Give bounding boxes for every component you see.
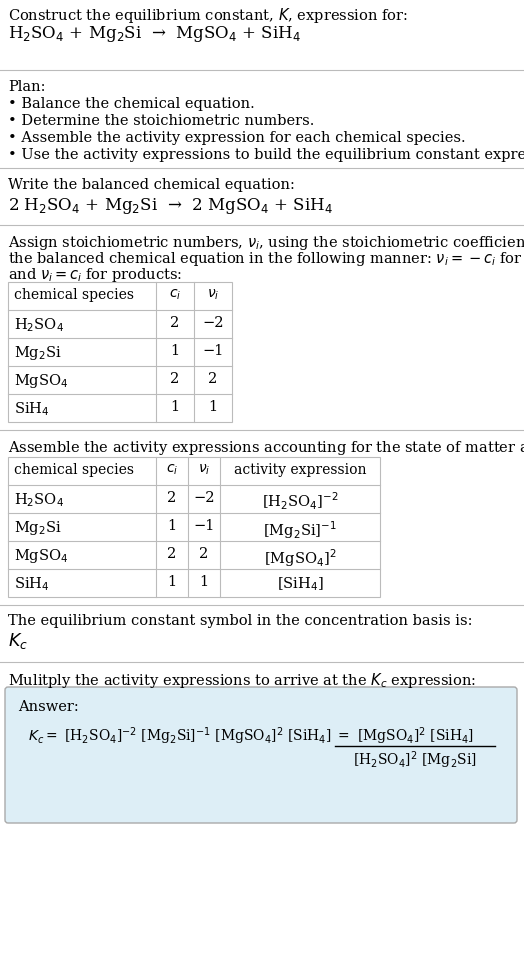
Text: $c_i$: $c_i$	[169, 288, 181, 303]
Text: MgSO$_4$: MgSO$_4$	[14, 547, 69, 565]
Text: SiH$_4$: SiH$_4$	[14, 575, 49, 593]
Text: H$_2$SO$_4$: H$_2$SO$_4$	[14, 491, 64, 508]
Text: [MgSO$_4$]$^2$ [SiH$_4$]: [MgSO$_4$]$^2$ [SiH$_4$]	[356, 725, 474, 747]
Text: H$_2$SO$_4$ + Mg$_2$Si  →  MgSO$_4$ + SiH$_4$: H$_2$SO$_4$ + Mg$_2$Si → MgSO$_4$ + SiH$…	[8, 24, 301, 44]
Text: [Mg$_2$Si]$^{-1}$: [Mg$_2$Si]$^{-1}$	[263, 519, 337, 541]
Text: the balanced chemical equation in the following manner: $\nu_i = -c_i$ for react: the balanced chemical equation in the fo…	[8, 250, 524, 268]
Text: 2: 2	[199, 547, 209, 561]
Text: [H$_2$SO$_4$]$^{-2}$: [H$_2$SO$_4$]$^{-2}$	[261, 491, 339, 512]
Text: chemical species: chemical species	[14, 288, 134, 302]
Text: [MgSO$_4$]$^2$: [MgSO$_4$]$^2$	[264, 547, 336, 569]
Text: MgSO$_4$: MgSO$_4$	[14, 372, 69, 390]
Text: Mg$_2$Si: Mg$_2$Si	[14, 344, 62, 362]
Text: The equilibrium constant symbol in the concentration basis is:: The equilibrium constant symbol in the c…	[8, 614, 473, 628]
Text: 2: 2	[167, 547, 177, 561]
Text: $\nu_i$: $\nu_i$	[207, 288, 219, 303]
Text: $c_i$: $c_i$	[166, 463, 178, 478]
Bar	[8, 282, 232, 422]
Text: [H$_2$SO$_4$]$^2$ [Mg$_2$Si]: [H$_2$SO$_4$]$^2$ [Mg$_2$Si]	[353, 749, 477, 771]
Text: and $\nu_i = c_i$ for products:: and $\nu_i = c_i$ for products:	[8, 266, 182, 284]
Text: • Determine the stoichiometric numbers.: • Determine the stoichiometric numbers.	[8, 114, 314, 128]
Text: Mg$_2$Si: Mg$_2$Si	[14, 519, 62, 537]
Text: [SiH$_4$]: [SiH$_4$]	[277, 575, 323, 593]
Text: 2: 2	[209, 372, 217, 386]
Text: 2: 2	[167, 491, 177, 505]
Text: $K_c =$ [H$_2$SO$_4$]$^{-2}$ [Mg$_2$Si]$^{-1}$ [MgSO$_4$]$^2$ [SiH$_4$] $=$: $K_c =$ [H$_2$SO$_4$]$^{-2}$ [Mg$_2$Si]$…	[28, 725, 350, 747]
Text: Mulitply the activity expressions to arrive at the $K_c$ expression:: Mulitply the activity expressions to arr…	[8, 671, 476, 690]
Text: 2: 2	[170, 372, 180, 386]
Text: −1: −1	[193, 519, 215, 533]
Text: chemical species: chemical species	[14, 463, 134, 477]
Text: 1: 1	[200, 575, 209, 589]
Text: activity expression: activity expression	[234, 463, 366, 477]
Text: Assemble the activity expressions accounting for the state of matter and $\nu_i$: Assemble the activity expressions accoun…	[8, 439, 524, 457]
Text: • Balance the chemical equation.: • Balance the chemical equation.	[8, 97, 255, 111]
Text: Answer:: Answer:	[18, 700, 79, 714]
Text: 1: 1	[170, 344, 180, 358]
Text: 2 H$_2$SO$_4$ + Mg$_2$Si  →  2 MgSO$_4$ + SiH$_4$: 2 H$_2$SO$_4$ + Mg$_2$Si → 2 MgSO$_4$ + …	[8, 196, 333, 216]
Text: $K_c$: $K_c$	[8, 631, 28, 651]
Text: −2: −2	[193, 491, 215, 505]
Text: • Use the activity expressions to build the equilibrium constant expression.: • Use the activity expressions to build …	[8, 148, 524, 162]
Text: SiH$_4$: SiH$_4$	[14, 400, 49, 418]
Text: Plan:: Plan:	[8, 80, 46, 94]
Text: • Assemble the activity expression for each chemical species.: • Assemble the activity expression for e…	[8, 131, 466, 145]
Text: H$_2$SO$_4$: H$_2$SO$_4$	[14, 316, 64, 333]
Text: 1: 1	[170, 400, 180, 414]
Text: $\nu_i$: $\nu_i$	[198, 463, 210, 478]
Text: 1: 1	[168, 519, 177, 533]
Text: 1: 1	[209, 400, 217, 414]
FancyBboxPatch shape	[5, 687, 517, 823]
Text: 1: 1	[168, 575, 177, 589]
Text: −2: −2	[202, 316, 224, 330]
Text: −1: −1	[202, 344, 224, 358]
Text: 2: 2	[170, 316, 180, 330]
Text: Assign stoichiometric numbers, $\nu_i$, using the stoichiometric coefficients, $: Assign stoichiometric numbers, $\nu_i$, …	[8, 234, 524, 252]
Bar	[8, 457, 380, 597]
Text: Write the balanced chemical equation:: Write the balanced chemical equation:	[8, 178, 295, 192]
Text: Construct the equilibrium constant, $K$, expression for:: Construct the equilibrium constant, $K$,…	[8, 6, 408, 25]
